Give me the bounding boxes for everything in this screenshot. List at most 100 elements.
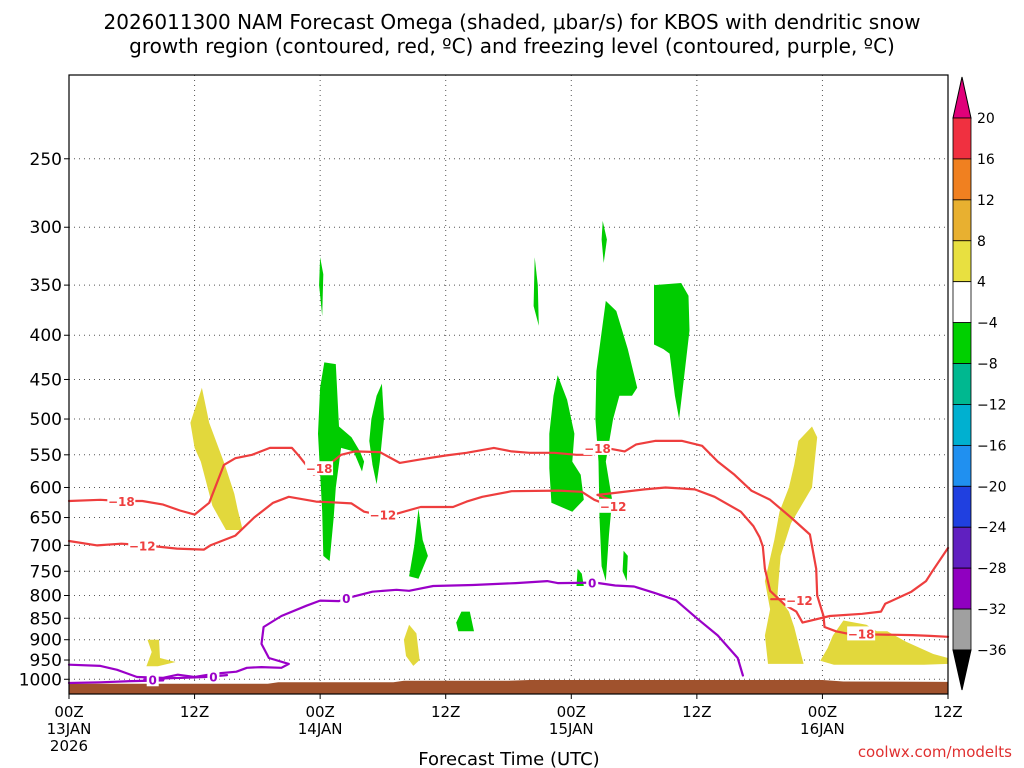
- colorbar-label-4: 4: [977, 275, 986, 291]
- x-tick-label-72-1: 16JAN: [800, 720, 845, 738]
- y-tick-label-350: 350: [30, 276, 62, 296]
- colorbar-label-1: 16: [977, 152, 995, 168]
- contour-label-bg-6: [785, 593, 814, 608]
- colorbar-swatch-6: [952, 363, 972, 405]
- contour-layer: [67, 439, 950, 685]
- omega-region-15: [622, 550, 628, 582]
- colorbar-swatch-10: [952, 526, 972, 569]
- y-tick-label-550: 550: [30, 446, 62, 466]
- colorbar-swatch-3: [952, 240, 972, 283]
- colorbar-label-3: 8: [977, 234, 986, 250]
- contour-label-bg-0: [107, 494, 136, 509]
- contour-label-bg-3: [368, 507, 397, 522]
- colorbar-label-10: −24: [977, 520, 1007, 536]
- contour-label-bg-10: [146, 672, 159, 687]
- contour-label-bg-4: [583, 440, 612, 455]
- contour-label-8: 0: [342, 592, 350, 606]
- contour-label-0: −18: [108, 495, 135, 509]
- omega-region-4: [820, 620, 948, 665]
- x-tick-label-72-0: 00Z: [808, 703, 837, 721]
- colorbar-label-5: −4: [977, 316, 998, 332]
- contour-label-bg-9: [586, 575, 599, 590]
- x-tick-label-48-0: 00Z: [557, 703, 586, 721]
- y-tick-label-950: 950: [30, 651, 62, 671]
- contour-label-11: 0: [209, 670, 217, 684]
- x-tick-label-0-1: 13JAN: [47, 720, 92, 738]
- colorbar-swatch-7: [952, 404, 972, 446]
- y-tick-label-850: 850: [30, 609, 62, 629]
- contour-label-6: −12: [786, 594, 813, 608]
- omega-region-3: [764, 426, 818, 664]
- x-tick-label-36-0: 12Z: [431, 703, 460, 721]
- contour-label-2: −18: [306, 462, 333, 476]
- plot-frame: [68, 74, 949, 695]
- x-tick-label-48-1: 15JAN: [549, 720, 594, 738]
- colorbar-bottom-arrow: [952, 649, 972, 691]
- x-tick-label-12-0: 12Z: [180, 703, 209, 721]
- x-tick-label-0-0: 00Z: [54, 703, 83, 721]
- omega-region-1: [146, 639, 176, 667]
- colorbar-label-13: −36: [977, 643, 1007, 659]
- contour-label-layer: −18 −12 −18 −12 −18 −12 −12 −18 0 0 0 0: [107, 440, 876, 687]
- y-tick-label-700: 700: [30, 536, 62, 556]
- contour-label-bg-1: [128, 538, 157, 553]
- contour-label-bg-7: [847, 626, 876, 641]
- colorbar-label-0: 20: [977, 111, 995, 127]
- credit-link[interactable]: coolwx.com/modelts: [858, 743, 1012, 761]
- y-tick-label-300: 300: [30, 218, 62, 238]
- y-tick-label-900: 900: [30, 631, 62, 651]
- y-tick-label-800: 800: [30, 586, 62, 606]
- omega-region-10: [533, 257, 539, 326]
- colorbar-swatch-4: [952, 281, 972, 324]
- colorbar-swatch-0: [952, 117, 972, 160]
- colorbar-swatch-2: [952, 199, 972, 242]
- contour--12C: [67, 486, 950, 624]
- x-tick-label-24-1: 14JAN: [298, 720, 343, 738]
- y-tick-label-750: 750: [30, 562, 62, 582]
- contour--18C: [67, 439, 950, 638]
- colorbar-swatch-5: [952, 322, 972, 364]
- terrain-fill: [69, 680, 948, 694]
- y-axis-ticks: 2503003504004505005506006507007508008509…: [19, 150, 69, 690]
- colorbar-swatch-1: [952, 158, 972, 201]
- contour-label-7: −18: [848, 627, 875, 641]
- contour-label-bg-11: [207, 669, 220, 684]
- colorbar-label-2: 12: [977, 193, 995, 209]
- colorbar: 20 16 12 8 4 −4 −8 −12 −16 −20 −24 −28 −32 −36: [952, 76, 1007, 691]
- y-tick-label-450: 450: [30, 370, 62, 390]
- colorbar-label-8: −16: [977, 438, 1007, 454]
- x-axis-title: Forecast Time (UTC): [418, 749, 599, 768]
- omega-region-9: [456, 611, 474, 632]
- omega-region-13: [601, 220, 607, 263]
- contour-label-bg-8: [340, 590, 353, 605]
- colorbar-swatch-12: [952, 608, 972, 651]
- contour-label-1: −12: [129, 539, 156, 553]
- colorbar-swatch-11: [952, 567, 972, 610]
- omega-region-11: [549, 375, 584, 512]
- omega-region-7: [369, 383, 384, 485]
- x-tick-label-24-0: 00Z: [305, 703, 334, 721]
- chart-title-line-2: growth region (contoured, red, ºC) and f…: [129, 34, 895, 58]
- contour-label-bg-2: [305, 461, 334, 476]
- chart-title-line-1: 2026011300 NAM Forecast Omega (shaded, μ…: [104, 10, 921, 34]
- grid-lines: [69, 75, 948, 694]
- y-tick-label-600: 600: [30, 478, 62, 498]
- omega-region-2: [403, 624, 420, 666]
- x-tick-label-60-0: 12Z: [682, 703, 711, 721]
- y-tick-label-400: 400: [30, 326, 62, 346]
- x-tick-label-84-0: 12Z: [933, 703, 962, 721]
- y-tick-label-500: 500: [30, 410, 62, 430]
- omega-region-8: [409, 508, 428, 579]
- terrain-layer: [69, 680, 948, 694]
- omega-shading-layer: [146, 220, 948, 667]
- omega-region-16: [654, 283, 690, 419]
- colorbar-label-6: −8: [977, 357, 998, 373]
- contour-label-3: −12: [370, 509, 397, 523]
- y-tick-label-650: 650: [30, 509, 62, 529]
- colorbar-label-7: −12: [977, 397, 1007, 413]
- colorbar-top-arrow: [952, 76, 972, 119]
- y-tick-label-1000: 1000: [19, 670, 62, 690]
- contour-label-bg-5: [599, 498, 628, 513]
